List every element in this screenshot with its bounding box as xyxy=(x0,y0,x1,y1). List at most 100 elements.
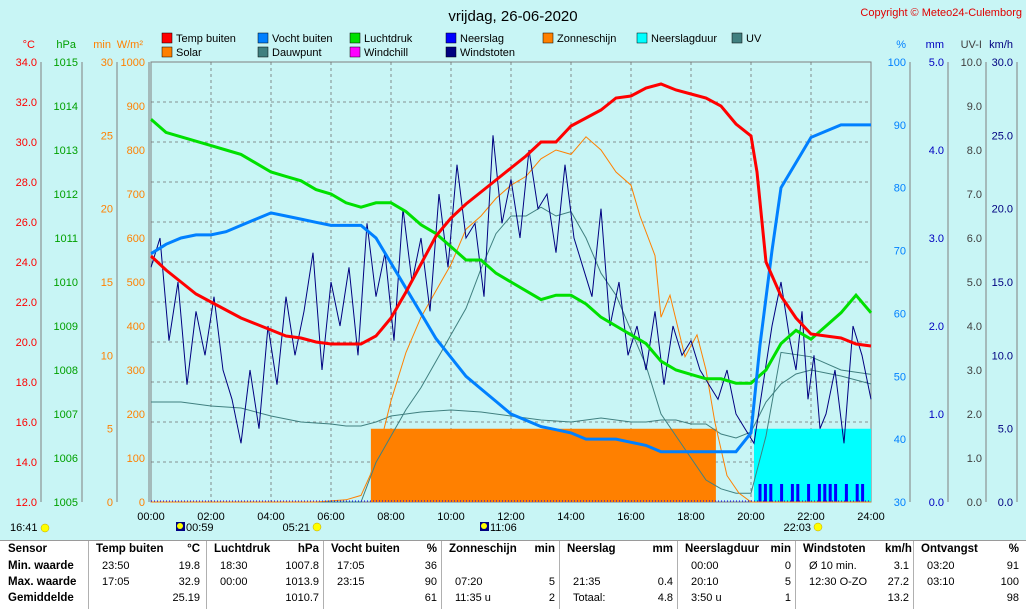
series-line xyxy=(150,123,871,454)
column-unit: % xyxy=(426,543,437,555)
axis-tick-label: 1006 xyxy=(54,453,78,465)
axis-tick-label: 30.0 xyxy=(992,57,1013,69)
column-header: Ontvangst xyxy=(921,543,978,555)
x-tick-label: 00:00 xyxy=(137,511,165,523)
table-cell-time: 03:10 xyxy=(927,576,955,588)
axis-tick-label: 1007 xyxy=(54,409,78,421)
axis-tick-label: 1011 xyxy=(54,233,78,245)
x-tick-label: 04:00 xyxy=(257,511,285,523)
table-cell-value: 5 xyxy=(548,576,555,588)
column-divider xyxy=(795,541,796,609)
axis-tick-label: 70 xyxy=(894,246,906,258)
x-tick-label: 06:00 xyxy=(317,511,345,523)
column-unit: hPa xyxy=(297,543,319,555)
table-cell-value: 27.2 xyxy=(887,576,909,588)
axis-tick-label: 30.0 xyxy=(16,137,37,149)
axis-tick-label: 1010 xyxy=(54,277,78,289)
axis-tick-label: 7.0 xyxy=(967,189,982,201)
axis-tick-label: 3.0 xyxy=(929,233,944,245)
axis-tick-label: 5 xyxy=(107,424,113,436)
axis-tick-label: 34.0 xyxy=(16,57,37,69)
table-cell-value: 3.1 xyxy=(893,560,909,572)
rain-bar xyxy=(790,484,794,502)
x-tick-label: 10:00 xyxy=(437,511,465,523)
legend-swatch xyxy=(161,46,173,58)
column-header: Zonneschijn xyxy=(449,543,517,555)
table-cell-time: 18:30 xyxy=(220,560,248,572)
rain-bar xyxy=(780,484,784,502)
table-cell-time: 12:30 O-ZO xyxy=(809,576,868,588)
axis-tick-label: 1015 xyxy=(54,57,78,69)
axis-tick-label: 15 xyxy=(101,277,113,289)
column-header: Neerslag xyxy=(567,543,616,555)
column-header: Windstoten xyxy=(803,543,866,555)
series-line xyxy=(149,82,872,348)
statistics-table: Sensor Min. waarde Max. waarde Gemiddeld… xyxy=(0,540,1026,609)
table-cell-value: 0 xyxy=(784,560,791,572)
legend-swatch xyxy=(445,32,457,44)
x-tick-label: 14:00 xyxy=(557,511,585,523)
axis-tick-label: 10 xyxy=(101,350,113,362)
axis-tick-label: 20.0 xyxy=(992,204,1013,216)
legend-swatch xyxy=(731,32,743,44)
x-tick-label: 24:00 xyxy=(857,511,885,523)
row-label-sensor: Sensor xyxy=(8,543,47,555)
table-cell-value: 36 xyxy=(424,560,437,572)
axis-unit-right: km/h xyxy=(989,39,1013,51)
table-cell-value: 0.4 xyxy=(657,576,673,588)
weather-chart: vrijdag, 26-06-2020 Copyright © Meteo24-C… xyxy=(10,7,1022,534)
axis-tick-label: 0.0 xyxy=(929,497,944,509)
copyright: Copyright © Meteo24-Culemborg xyxy=(860,7,1022,19)
axis-tick-label: 1000 xyxy=(121,57,145,69)
axis-tick-label: 40 xyxy=(894,434,906,446)
legend-swatch xyxy=(161,32,173,44)
axis-tick-label: 30 xyxy=(101,57,113,69)
x-tick-label: 18:00 xyxy=(677,511,705,523)
legend-swatch xyxy=(257,46,269,58)
x-tick-label: 08:00 xyxy=(377,511,405,523)
axis-tick-label: 25.0 xyxy=(992,130,1013,142)
marker-time: 11:06 xyxy=(490,522,517,534)
axis-tick-label: 200 xyxy=(127,409,145,421)
table-cell-time: 03:20 xyxy=(927,560,955,572)
column-divider xyxy=(441,541,442,609)
column-unit: min xyxy=(770,543,791,555)
axis-tick-label: 4.0 xyxy=(967,321,982,333)
column-header: Neerslagduur xyxy=(685,543,760,555)
axis-tick-label: 10.0 xyxy=(961,57,982,69)
axis-unit-left: W/m² xyxy=(117,39,144,51)
moon-set-icon-inner xyxy=(481,523,487,529)
axis-tick-label: 300 xyxy=(127,365,145,377)
table-cell-time: 00:00 xyxy=(220,576,248,588)
column-header: Temp buiten xyxy=(96,543,164,555)
marker-time: 05:21 xyxy=(282,522,310,534)
axis-tick-label: 2.0 xyxy=(929,321,944,333)
marker-time: 00:59 xyxy=(186,522,214,534)
legend-label: Solar xyxy=(176,47,202,59)
x-tick-label: 12:00 xyxy=(497,511,525,523)
axis-tick-label: 12.0 xyxy=(16,497,37,509)
column-divider xyxy=(677,541,678,609)
column-unit: °C xyxy=(187,543,200,555)
sunrise-icon xyxy=(312,522,322,532)
table-cell-time: 07:20 xyxy=(455,576,483,588)
table-cell-time: 3:50 u xyxy=(691,592,722,604)
legend-label: UV xyxy=(746,33,762,45)
legend-label: Temp buiten xyxy=(176,33,236,45)
axis-tick-label: 30 xyxy=(894,497,906,509)
table-cell-time: 23:50 xyxy=(102,560,130,572)
rain-bar xyxy=(828,484,832,502)
axis-tick-label: 1014 xyxy=(54,101,78,113)
legend-swatch xyxy=(349,32,361,44)
row-label-min: Min. waarde xyxy=(8,560,74,572)
axis-unit-right: mm xyxy=(926,39,944,51)
axis-tick-label: 0.0 xyxy=(998,497,1013,509)
axis-tick-label: 9.0 xyxy=(967,101,982,113)
table-cell-time: Totaal: xyxy=(573,592,606,604)
series-line xyxy=(151,369,872,439)
axis-tick-label: 50 xyxy=(894,371,906,383)
column-unit: km/h xyxy=(885,543,912,555)
legend-swatch xyxy=(349,46,361,58)
column-divider xyxy=(88,541,89,609)
x-tick-label: 16:00 xyxy=(617,511,645,523)
